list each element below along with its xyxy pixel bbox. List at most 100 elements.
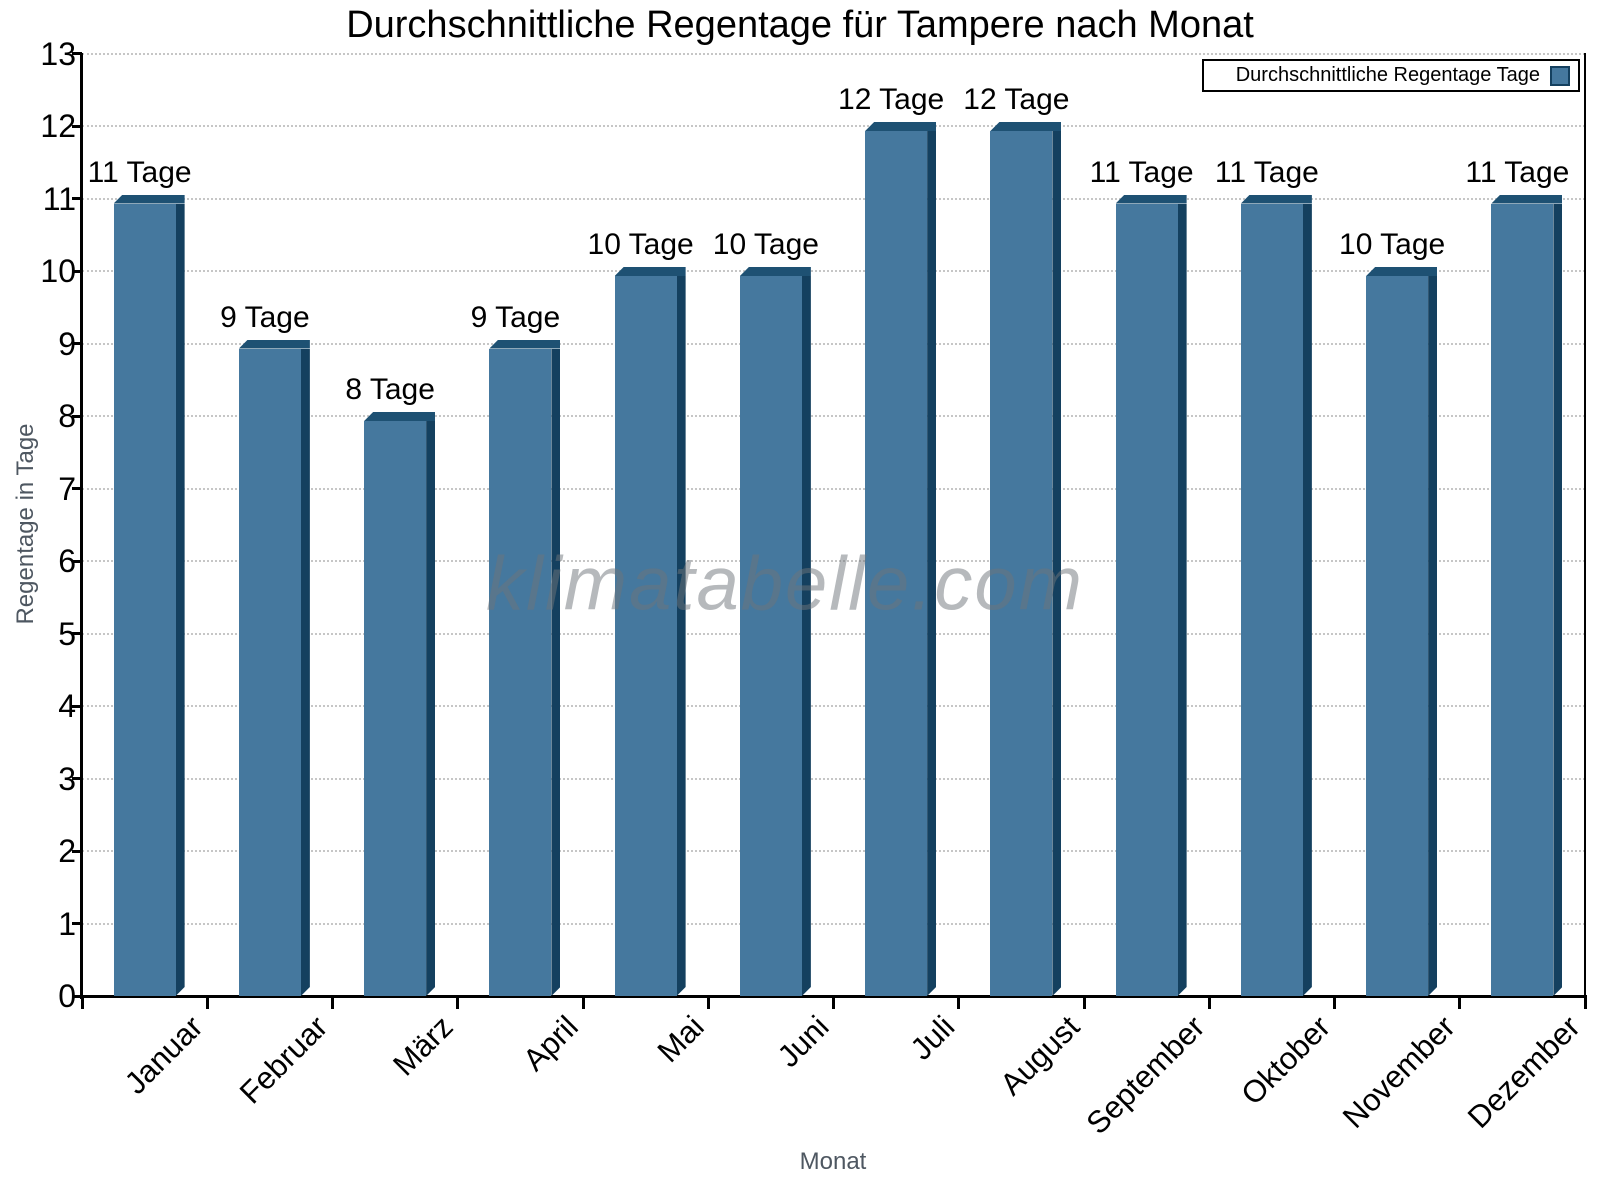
bar-top-face [238,339,310,349]
bar-oktober [1240,194,1312,997]
x-axis-tick [80,996,84,1009]
bar-side-face [1303,204,1312,997]
bar-august [990,122,1062,996]
x-axis-label-juni: Juni [770,1009,836,1074]
bar-mai [614,267,686,996]
bar-top-face [364,412,436,421]
x-axis-label-august: August [993,1009,1087,1102]
bar-top-face [113,194,185,204]
x-axis-tick [1458,996,1462,1009]
bar-front-face [614,276,677,996]
y-axis-tick-label: 6 [58,543,76,579]
y-axis-tick [72,124,82,128]
bar-front-face [1491,203,1554,996]
y-axis-tick [72,197,82,200]
y-axis-tick [72,994,82,998]
y-axis-tick [72,704,82,708]
y-axis-tick-label: 2 [58,833,76,869]
bar-value-label: 8 Tage [345,373,435,406]
bar-side-face [677,276,686,996]
legend-swatch-icon [1550,65,1570,86]
y-axis-tick [72,414,82,418]
bar-value-label: 10 Tage [712,228,819,261]
bar-dezember [1491,194,1563,996]
x-axis-tick [205,996,209,1009]
bar-side-face [176,204,185,997]
bar-top-face [614,267,686,276]
x-axis-tick [1333,996,1336,1009]
x-axis-tick [706,996,710,1009]
x-axis-tick [832,996,835,1009]
y-axis-tick [72,922,82,925]
gridline-6 [82,560,1585,562]
bar-front-face [990,131,1053,996]
bar-top-face [1115,194,1187,204]
bar-front-face [489,348,552,996]
x-axis-title: Monat [799,1148,867,1175]
y-axis-tick-label: 5 [58,615,76,652]
watermark: klimatabelle.com [486,541,1084,627]
bar-front-face [113,203,176,996]
y-axis-tick-label: 3 [58,760,76,797]
gridline-4 [82,705,1585,707]
bar-side-face [802,276,811,996]
y-axis-tick [72,269,82,273]
y-axis-tick [72,777,82,780]
bar-top-face [1491,194,1563,204]
y-axis-tick-label: 7 [58,470,76,507]
bar-side-face [927,131,936,996]
bar-side-face [426,421,435,996]
x-axis-label-februar: Februar [233,1009,335,1111]
bar-side-face [1428,276,1437,996]
bar-value-label: 11 Tage [87,155,192,189]
bar-top-face [1366,267,1438,276]
bar-value-label: 12 Tage [838,83,945,116]
y-axis-tick-label: 11 [42,180,76,217]
y-axis-tick [72,559,82,563]
x-axis-label-september: September [1079,1009,1212,1141]
y-axis-tick [72,632,82,635]
y-axis-tick-label: 10 [40,253,76,289]
x-axis-tick [1583,996,1587,1009]
x-axis-tick [331,996,334,1009]
gridline-2 [82,850,1585,852]
x-axis-label-oktober: Oktober [1233,1009,1337,1112]
bar-value-label: 9 Tage [220,300,310,334]
bar-juni [739,267,811,996]
x-axis-tick [456,996,460,1009]
bar-front-face [364,421,427,996]
y-axis-tick-label: 0 [58,978,76,1014]
bar-front-face [739,276,802,996]
bar-top-face [1240,194,1312,204]
bar-side-face [1052,131,1061,996]
gridline-9 [82,342,1585,345]
bar-front-face [1366,276,1429,996]
x-axis-tick [957,996,961,1009]
y-axis-tick-label: 9 [58,325,76,362]
bar-februar [238,339,310,996]
gridline-13 [82,52,1585,55]
y-axis-tick-label: 1 [58,905,76,942]
bar-top-face [739,267,811,276]
y-axis-tick [72,487,82,490]
y-axis-tick [72,52,82,55]
bar-front-face [865,131,928,996]
bar-front-face [1240,203,1303,996]
bar-value-label: 9 Tage [470,300,561,334]
bar-value-label: 11 Tage [1214,155,1319,189]
x-axis-label-november: November [1336,1009,1462,1135]
gridline-3 [82,777,1585,780]
gridline-5 [82,632,1585,635]
x-axis-label-april: April [516,1009,586,1078]
bar-top-face [990,122,1062,131]
bar-april [489,339,561,996]
x-axis-label-juli: Juli [903,1009,961,1067]
x-axis-label-märz: März [386,1009,460,1083]
bar-januar [113,194,185,997]
x-axis-tick [1082,996,1086,1009]
bar-juli [865,122,937,996]
bar-september [1115,194,1187,996]
x-axis-tick [581,996,585,1009]
bar-value-label: 10 Tage [1339,228,1446,261]
legend-label: Durchschnittliche Regentage Tage [1235,64,1540,86]
